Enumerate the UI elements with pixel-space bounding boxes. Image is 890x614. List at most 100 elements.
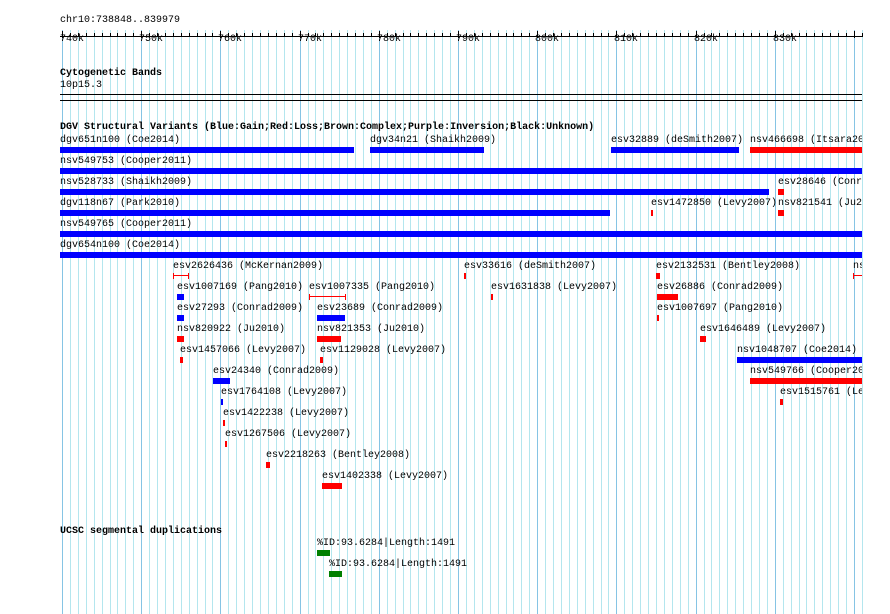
variant-bar[interactable] <box>60 210 610 216</box>
variant-bar[interactable] <box>657 315 659 321</box>
ruler-tick <box>244 33 245 37</box>
variant-bar[interactable] <box>173 273 189 279</box>
variant-label[interactable]: nsv5498 <box>853 261 862 272</box>
variant-label[interactable]: esv24340 (Conrad2009) <box>213 366 340 377</box>
segdup-bar[interactable] <box>317 550 330 556</box>
variant-label[interactable]: esv1764108 (Levy2007) <box>221 387 348 398</box>
grid-line <box>133 30 134 614</box>
ruler-tick <box>339 33 340 37</box>
variant-bar[interactable] <box>778 210 784 216</box>
ruler-tick <box>577 33 578 37</box>
variant-label[interactable]: esv2218263 (Bentley2008) <box>266 450 411 461</box>
variant-label[interactable]: dgv118n67 (Park2010) <box>60 198 181 209</box>
variant-bar[interactable] <box>750 147 862 153</box>
variant-label[interactable]: esv1129028 (Levy2007) <box>320 345 447 356</box>
variant-label[interactable]: nsv549753 (Cooper2011) <box>60 156 193 167</box>
variant-bar[interactable] <box>700 336 706 342</box>
cytoband-label[interactable]: 10p15.3 <box>60 80 103 91</box>
variant-bar[interactable] <box>266 462 270 468</box>
variant-label[interactable]: esv1631838 (Levy2007) <box>491 282 618 293</box>
ruler-tick <box>410 33 411 37</box>
variant-bar[interactable] <box>320 357 323 363</box>
variant-bar[interactable] <box>370 147 484 153</box>
variant-bar[interactable] <box>60 252 862 258</box>
variant-label[interactable]: nsv549766 (Cooper2011) <box>750 366 862 377</box>
variant-label[interactable]: dgv34n21 (Shaikh2009) <box>370 135 497 146</box>
variant-bar[interactable] <box>656 273 660 279</box>
variant-bar[interactable] <box>611 147 739 153</box>
variant-label[interactable]: nsv528733 (Shaikh2009) <box>60 177 193 188</box>
variant-bar[interactable] <box>60 168 862 174</box>
variant-bar[interactable] <box>225 441 227 447</box>
segdup-label[interactable]: %ID:93.6284|Length:1491 <box>329 559 468 570</box>
variant-label[interactable]: esv1472850 (Levy2007) <box>651 198 778 209</box>
variant-label[interactable]: esv1007697 (Pang2010) <box>657 303 784 314</box>
variant-bar[interactable] <box>750 378 862 384</box>
grid-line <box>426 30 427 614</box>
variant-bar[interactable] <box>853 273 862 279</box>
variant-label[interactable]: esv1646489 (Levy2007) <box>700 324 827 335</box>
grid-line <box>711 30 712 614</box>
grid-line <box>458 30 459 614</box>
variant-bar[interactable] <box>464 273 466 279</box>
variant-bar[interactable] <box>491 294 493 300</box>
variant-label[interactable]: esv27293 (Conrad2009) <box>177 303 304 314</box>
variant-label[interactable]: esv1402338 (Levy2007) <box>322 471 449 482</box>
variant-label[interactable]: nsv821353 (Ju2010) <box>317 324 426 335</box>
variant-label[interactable]: nsv821541 (Ju2010) <box>778 198 862 209</box>
grid-line <box>624 30 625 614</box>
variant-label[interactable]: esv1457066 (Levy2007) <box>180 345 307 356</box>
grid-line <box>521 30 522 614</box>
variant-bar[interactable] <box>651 210 653 216</box>
variant-label[interactable]: esv26886 (Conrad2009) <box>657 282 784 293</box>
variant-label[interactable]: esv1422238 (Levy2007) <box>223 408 350 419</box>
variant-bar[interactable] <box>221 399 223 405</box>
ruler-tick-label: 740k <box>60 34 85 45</box>
variant-bar[interactable] <box>177 315 184 321</box>
variant-label[interactable]: esv1007169 (Pang2010) <box>177 282 304 293</box>
variant-label[interactable]: esv32889 (deSmith2007) <box>611 135 744 146</box>
variant-bar[interactable] <box>317 315 345 321</box>
variant-label[interactable]: esv1267506 (Levy2007) <box>225 429 352 440</box>
variant-bar[interactable] <box>657 294 678 300</box>
variant-label[interactable]: nsv549765 (Cooper2011) <box>60 219 193 230</box>
variant-bar[interactable] <box>223 420 225 426</box>
ruler-tick <box>799 33 800 37</box>
variant-bar[interactable] <box>317 336 341 342</box>
segdup-bar[interactable] <box>329 571 342 577</box>
grid-line <box>410 30 411 614</box>
variant-label[interactable]: dgv651n100 (Coe2014) <box>60 135 181 146</box>
variant-label[interactable]: nsv1048707 (Coe2014) <box>737 345 858 356</box>
variant-label[interactable]: esv33616 (deSmith2007) <box>464 261 597 272</box>
variant-bar[interactable] <box>322 483 342 489</box>
variant-bar[interactable] <box>177 294 184 300</box>
variant-bar[interactable] <box>780 399 783 405</box>
variant-label[interactable]: nsv466698 (Itsara2009) <box>750 135 862 146</box>
ruler-tick-label: 800k <box>535 34 560 45</box>
variant-bar[interactable] <box>778 189 784 195</box>
variant-label[interactable]: esv23689 (Conrad2009) <box>317 303 444 314</box>
variant-bar[interactable] <box>213 378 230 384</box>
segdup-label[interactable]: %ID:93.6284|Length:1491 <box>317 538 456 549</box>
ruler-tick <box>830 33 831 37</box>
variant-bar[interactable] <box>177 336 184 342</box>
variant-label[interactable]: esv1007335 (Pang2010) <box>309 282 436 293</box>
variant-label[interactable]: dgv654n100 (Coe2014) <box>60 240 181 251</box>
ruler-tick <box>806 33 807 37</box>
variant-bar[interactable] <box>309 294 346 300</box>
ruler-tick <box>260 33 261 37</box>
ruler-tick <box>521 33 522 37</box>
variant-label[interactable]: esv1515761 (Levy2007) <box>780 387 862 398</box>
variant-bar[interactable] <box>60 231 862 237</box>
variant-bar[interactable] <box>180 357 183 363</box>
grid-line <box>268 30 269 614</box>
variant-label[interactable]: esv2132531 (Bentley2008) <box>656 261 801 272</box>
grid-line <box>252 30 253 614</box>
variant-bar[interactable] <box>737 357 862 363</box>
ruler-tick <box>704 33 705 37</box>
variant-label[interactable]: nsv820922 (Ju2010) <box>177 324 286 335</box>
variant-label[interactable]: esv28646 (Conrad2009) <box>778 177 862 188</box>
variant-bar[interactable] <box>60 147 354 153</box>
variant-label[interactable]: esv2626436 (McKernan2009) <box>173 261 324 272</box>
variant-bar[interactable] <box>60 189 769 195</box>
